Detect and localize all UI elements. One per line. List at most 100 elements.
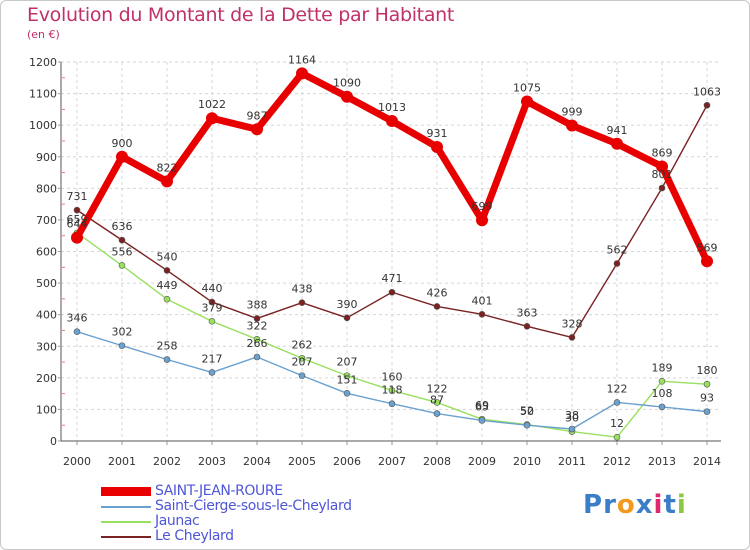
data-label-saint-jean-roure: 1022 — [198, 98, 226, 111]
data-point-le-cheylard — [703, 101, 711, 109]
data-point-saint-jean-roure — [521, 95, 533, 108]
x-tick-label: 2012 — [603, 455, 631, 468]
data-label-le-cheylard: 388 — [247, 298, 268, 311]
data-label-jaunac: 69 — [475, 399, 489, 412]
data-label-jaunac: 556 — [112, 245, 133, 258]
proxiti-logo: Proxiti — [583, 490, 687, 520]
data-label-saint-jean-roure: 1013 — [378, 101, 406, 114]
data-label-le-cheylard: 438 — [292, 283, 313, 296]
x-tick-label: 2009 — [468, 455, 496, 468]
y-tick-label: 900 — [36, 151, 57, 164]
data-point-saint-cierge-sous-le-cheylard — [163, 356, 171, 363]
data-label-saint-jean-roure: 931 — [427, 127, 448, 140]
data-label-saint-jean-roure: 869 — [652, 147, 673, 160]
data-label-saint-jean-roure: 569 — [697, 241, 718, 254]
data-point-le-cheylard — [73, 206, 81, 214]
data-labels-layer: 731 636 540 440 388 438 390 471 426 401 363 328 562 8… — [67, 53, 722, 430]
data-point-saint-jean-roure — [701, 255, 713, 268]
data-point-jaunac — [163, 295, 171, 303]
data-label-saint-cierge-sous-le-cheylard: 266 — [247, 337, 268, 350]
data-label-jaunac: 12 — [610, 417, 624, 430]
legend-label: Saint-Cierge-sous-le-Cheylard — [155, 498, 352, 514]
data-label-saint-cierge-sous-le-cheylard: 118 — [382, 384, 403, 397]
data-label-saint-cierge-sous-le-cheylard: 93 — [700, 392, 714, 405]
data-label-saint-cierge-sous-le-cheylard: 108 — [652, 387, 673, 400]
legend-label: Le Cheylard — [155, 528, 234, 544]
data-label-saint-cierge-sous-le-cheylard: 207 — [292, 356, 313, 369]
data-point-le-cheylard — [388, 288, 396, 296]
data-label-saint-jean-roure: 699 — [472, 200, 493, 213]
data-label-le-cheylard: 440 — [202, 282, 223, 295]
data-label-jaunac: 180 — [697, 364, 718, 377]
data-label-jaunac: 262 — [292, 338, 313, 351]
y-tick-label: 700 — [36, 214, 57, 227]
data-point-saint-cierge-sous-le-cheylard — [703, 408, 711, 415]
data-point-le-cheylard — [613, 260, 621, 267]
data-label-jaunac: 379 — [202, 301, 223, 314]
data-point-jaunac — [433, 399, 441, 406]
data-point-le-cheylard — [658, 184, 666, 192]
data-label-jaunac: 659 — [67, 213, 88, 226]
data-label-saint-jean-roure: 999 — [562, 105, 583, 118]
x-tick-label: 2010 — [513, 455, 541, 468]
y-tick-label: 200 — [36, 372, 57, 385]
x-tick-label: 2013 — [648, 455, 676, 468]
logo-letter: t — [663, 490, 677, 520]
x-axis-ticks: 2000 2001 2002 2003 2004 2005 2006 2007 2008 2009… — [63, 441, 721, 468]
data-label-le-cheylard: 426 — [427, 286, 448, 299]
data-point-saint-cierge-sous-le-cheylard — [73, 328, 81, 336]
data-point-saint-cierge-sous-le-cheylard — [118, 342, 126, 349]
x-tick-label: 2006 — [333, 455, 361, 468]
data-point-saint-jean-roure — [71, 231, 83, 244]
data-point-saint-jean-roure — [206, 112, 218, 125]
x-tick-label: 2000 — [63, 455, 91, 468]
logo-letter: x — [635, 490, 654, 520]
x-tick-label: 2014 — [693, 455, 721, 468]
data-label-le-cheylard: 1063 — [693, 85, 721, 98]
y-tick-label: 500 — [36, 277, 57, 290]
data-label-le-cheylard: 540 — [157, 250, 178, 263]
legend-swatch — [101, 506, 151, 508]
x-tick-label: 2005 — [288, 455, 316, 468]
data-label-saint-cierge-sous-le-cheylard: 302 — [112, 326, 133, 339]
data-point-saint-cierge-sous-le-cheylard — [658, 403, 666, 411]
data-point-saint-jean-roure — [656, 160, 668, 173]
logo-letter: o — [616, 490, 636, 520]
data-point-saint-cierge-sous-le-cheylard — [433, 410, 441, 417]
data-label-saint-cierge-sous-le-cheylard: 87 — [430, 394, 444, 407]
data-point-le-cheylard — [523, 323, 531, 330]
data-point-le-cheylard — [163, 267, 171, 274]
data-point-le-cheylard — [208, 298, 216, 306]
data-point-jaunac — [343, 372, 351, 379]
data-point-le-cheylard — [433, 303, 441, 310]
data-label-saint-cierge-sous-le-cheylard: 65 — [475, 400, 489, 413]
data-point-le-cheylard — [478, 311, 486, 318]
logo-letter: r — [603, 490, 617, 520]
data-point-saint-jean-roure — [566, 119, 578, 132]
data-label-le-cheylard: 363 — [517, 306, 538, 319]
data-label-jaunac: 30 — [565, 412, 579, 425]
legend-label: SAINT-JEAN-ROURE — [155, 483, 283, 499]
data-label-le-cheylard: 636 — [112, 220, 133, 233]
y-tick-label: 1200 — [29, 56, 57, 69]
legend-swatch — [101, 487, 151, 496]
data-label-saint-jean-roure: 900 — [112, 137, 133, 150]
data-label-le-cheylard: 801 — [652, 168, 673, 181]
data-point-saint-cierge-sous-le-cheylard — [478, 417, 486, 424]
data-label-le-cheylard: 328 — [562, 317, 583, 330]
data-label-saint-jean-roure: 644 — [67, 218, 88, 231]
data-point-jaunac — [208, 317, 216, 325]
y-tick-label: 1000 — [29, 119, 57, 132]
y-tick-label: 600 — [36, 246, 57, 259]
x-tick-label: 2003 — [198, 455, 226, 468]
y-tick-label: 800 — [36, 182, 57, 195]
data-point-saint-jean-roure — [476, 214, 488, 227]
data-point-saint-cierge-sous-le-cheylard — [253, 353, 261, 361]
data-point-saint-cierge-sous-le-cheylard — [208, 369, 216, 376]
data-point-saint-jean-roure — [161, 175, 173, 188]
y-tick-label: 1100 — [29, 88, 57, 101]
data-label-jaunac: 207 — [337, 356, 358, 369]
data-point-saint-cierge-sous-le-cheylard — [523, 421, 531, 429]
data-label-saint-cierge-sous-le-cheylard: 151 — [337, 373, 358, 386]
